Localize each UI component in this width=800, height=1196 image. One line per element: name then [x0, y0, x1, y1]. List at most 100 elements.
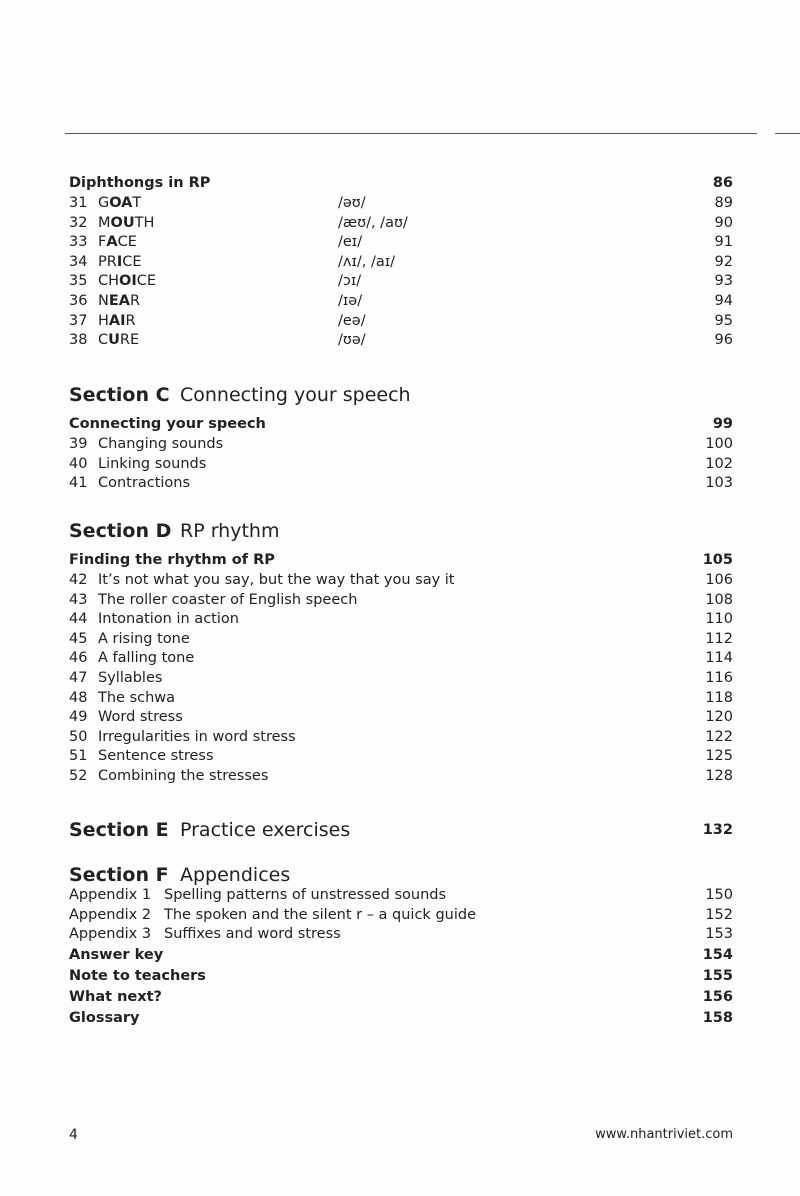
- entry-title: Linking sounds: [98, 455, 207, 472]
- entry-title: Irregularities in word stress: [98, 728, 296, 745]
- toc-entry: 40 Linking sounds 102: [69, 455, 733, 475]
- page-number: 110: [705, 611, 733, 628]
- title-plain: H: [98, 312, 109, 329]
- title-highlight: OI: [119, 273, 137, 290]
- toc-entry: 31 GOAT/əʊ/89: [69, 194, 733, 214]
- diphthongs-group: Diphthongs in RP 86 31 GOAT/əʊ/89 32 MOUTH /…: [69, 173, 733, 351]
- entry-number: 36: [69, 292, 88, 309]
- entry-title: MOUTH: [98, 214, 673, 234]
- page-number: 125: [705, 748, 733, 765]
- header-rule-end: [775, 133, 800, 134]
- toc-entry: 49 Word stress 120: [69, 708, 733, 728]
- title-plain: CE: [117, 234, 137, 251]
- entry-title: CHOICE: [98, 272, 673, 292]
- title-plain: M: [98, 214, 111, 231]
- entry-number: Appendix 1: [69, 887, 152, 903]
- page-number: 153: [705, 926, 733, 943]
- page-number: 122: [705, 728, 733, 745]
- page-number: 94: [714, 292, 733, 309]
- entry-title: Intonation in action: [98, 611, 239, 628]
- entry-number: 45: [69, 630, 88, 647]
- entry-number: 35: [69, 273, 88, 290]
- title-highlight: EA: [108, 292, 130, 309]
- title-highlight: OA: [109, 195, 133, 211]
- entry-title: PRICE: [98, 253, 673, 273]
- section-f: Section F Appendices Appendix 1 Spelling …: [69, 861, 733, 1029]
- entry-number: 49: [69, 709, 88, 726]
- toc-entry: Appendix 3 Suffixes and word stress 153: [69, 925, 733, 945]
- section-d: Section D RP rhythm Finding the rhythm o…: [69, 517, 733, 787]
- section-title: Connecting your speech: [180, 384, 411, 406]
- entry-number: 48: [69, 689, 88, 706]
- section-label: Section F: [69, 864, 169, 886]
- section-heading: Section C Connecting your speech: [69, 381, 733, 409]
- entry-title: A falling tone: [98, 650, 195, 667]
- ipa-symbol: /ʊə/: [338, 332, 366, 349]
- title-plain: CE: [122, 253, 142, 270]
- page-number: 158: [702, 1009, 733, 1026]
- subheading: Finding the rhythm of RP: [69, 552, 275, 568]
- entry-title: Changing sounds: [98, 436, 224, 452]
- toc-entry: Note to teachers 155: [69, 966, 733, 987]
- page-number: 89: [714, 195, 733, 211]
- subheading-row: Finding the rhythm of RP 105: [69, 550, 733, 571]
- entry-title: A rising tone: [98, 630, 190, 647]
- page-number: 116: [705, 669, 733, 686]
- page-number: 118: [705, 689, 733, 706]
- page-number: 106: [705, 572, 733, 588]
- page-number: 108: [705, 591, 733, 608]
- toc-entry: 33 FACE/eɪ/91: [69, 233, 733, 253]
- entry-title: It’s not what you say, but the way that …: [98, 572, 455, 588]
- toc-entry: 39 Changing sounds 100: [69, 435, 733, 455]
- subheading-row: Connecting your speech 99: [69, 414, 733, 435]
- toc-entry: 38 CURE/ʊə/96: [69, 331, 733, 351]
- entry-title: HAIR: [98, 312, 673, 332]
- toc-entry: What next? 156: [69, 987, 733, 1008]
- page-number: 90: [714, 214, 733, 231]
- entry-number: 42: [69, 572, 88, 588]
- entry-number: 47: [69, 669, 88, 686]
- entry-title: Combining the stresses: [98, 767, 269, 784]
- toc-entry: 37 HAIR/eə/95: [69, 312, 733, 332]
- title-plain: G: [98, 195, 110, 211]
- entry-title: Glossary: [69, 1009, 140, 1026]
- title-highlight: OU: [110, 214, 135, 231]
- toc-entry: 35 CHOICE/ɔɪ/93: [69, 272, 733, 292]
- entry-number: 46: [69, 650, 88, 667]
- page-number: 128: [705, 767, 733, 784]
- page-number: 100: [705, 436, 733, 452]
- entry-title: The spoken and the silent r – a quick gu…: [164, 906, 476, 923]
- page-number: 91: [714, 234, 733, 251]
- entry-title: Spelling patterns of unstressed sounds: [164, 887, 447, 903]
- ipa-symbol: /əʊ/: [338, 195, 366, 211]
- entry-number: 39: [69, 436, 88, 452]
- toc-entry: 44 Intonation in action 110: [69, 610, 733, 630]
- title-plain: PR: [98, 253, 117, 270]
- header-rule: [65, 133, 757, 134]
- ipa-symbol: /eɪ/: [338, 234, 363, 251]
- page-number: 103: [705, 475, 733, 492]
- entry-title: What next?: [69, 988, 162, 1005]
- ipa-symbol: /æʊ/, /aʊ/: [338, 214, 408, 231]
- section-heading: Section D RP rhythm: [69, 517, 733, 545]
- toc-entry: 43 The roller coaster of English speech 10…: [69, 591, 733, 611]
- entry-title: Suffixes and word stress: [164, 926, 341, 943]
- toc-entry: 52 Combining the stresses 128: [69, 767, 733, 787]
- entry-title: Word stress: [98, 709, 183, 726]
- footer-url: www.nhantriviet.com: [595, 1127, 733, 1142]
- toc-entry: 45 A rising tone 112: [69, 630, 733, 650]
- section-label: Section E: [69, 819, 169, 841]
- entry-number: 51: [69, 748, 88, 765]
- entry-number: 44: [69, 611, 88, 628]
- entry-title: Syllables: [98, 669, 163, 686]
- title-highlight: AI: [108, 312, 126, 329]
- entry-title: NEAR: [98, 292, 673, 312]
- title-highlight: U: [108, 332, 120, 349]
- toc-entry: Glossary 158: [69, 1008, 733, 1029]
- toc-entry: Appendix 2 The spoken and the silent r – …: [69, 906, 733, 926]
- section-label: Section C: [69, 384, 170, 406]
- title-highlight: A: [106, 234, 118, 251]
- page-number: 105: [702, 552, 733, 568]
- section-title: RP rhythm: [180, 520, 280, 542]
